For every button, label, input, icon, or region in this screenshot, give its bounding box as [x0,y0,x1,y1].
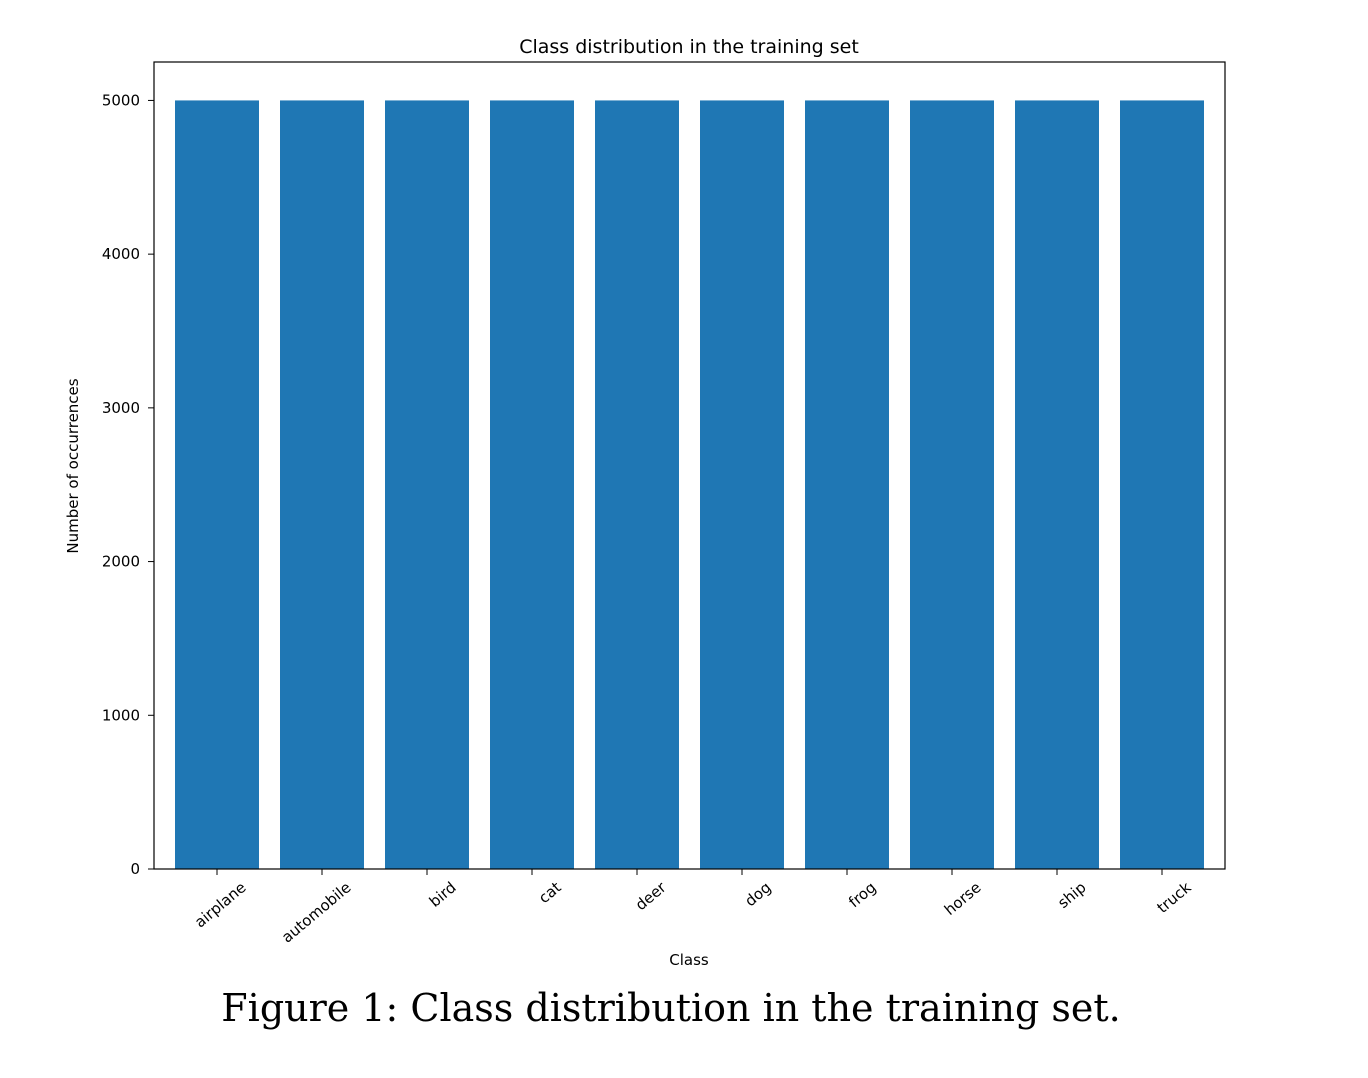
bar-cat [490,100,574,869]
bar-airplane [175,100,259,869]
y-axis-label: Number of occurrences [64,378,82,553]
y-axis-ticks: 0 1000 2000 3000 4000 5000 [102,91,154,878]
y-tick-label-5000: 5000 [102,91,140,109]
x-axis-label: Class [669,951,709,969]
bar-bird [385,100,469,869]
x-tick-label-ship: ship [1054,878,1089,912]
y-tick-label-4000: 4000 [102,245,140,263]
x-tick-label-bird: bird [426,878,460,911]
bar-truck [1120,100,1204,869]
bar-ship [1015,100,1099,869]
y-tick-label-3000: 3000 [102,399,140,417]
bars-group [175,100,1204,869]
x-tick-label-automobile: automobile [278,878,354,946]
x-tick-label-frog: frog [845,878,879,911]
bar-frog [805,100,889,869]
bar-horse [910,100,994,869]
x-axis-ticks: airplane automobile bird cat deer dog frog hors… [191,869,1195,946]
x-tick-label-airplane: airplane [191,878,249,931]
y-tick-label-2000: 2000 [102,553,140,571]
y-tick-label-0: 0 [130,860,140,878]
x-tick-label-dog: dog [741,878,774,910]
x-tick-label-deer: deer [632,878,670,914]
bar-automobile [280,100,364,869]
bar-dog [700,100,784,869]
x-tick-label-truck: truck [1154,878,1195,917]
y-tick-label-1000: 1000 [102,706,140,724]
x-tick-label-horse: horse [941,878,985,919]
x-tick-label-cat: cat [535,878,565,907]
plot-area-frame [153,61,1226,870]
figure-caption: Figure 1: Class distribution in the trai… [221,986,1120,1030]
bar-deer [595,100,679,869]
chart-title: Class distribution in the training set [519,36,859,58]
